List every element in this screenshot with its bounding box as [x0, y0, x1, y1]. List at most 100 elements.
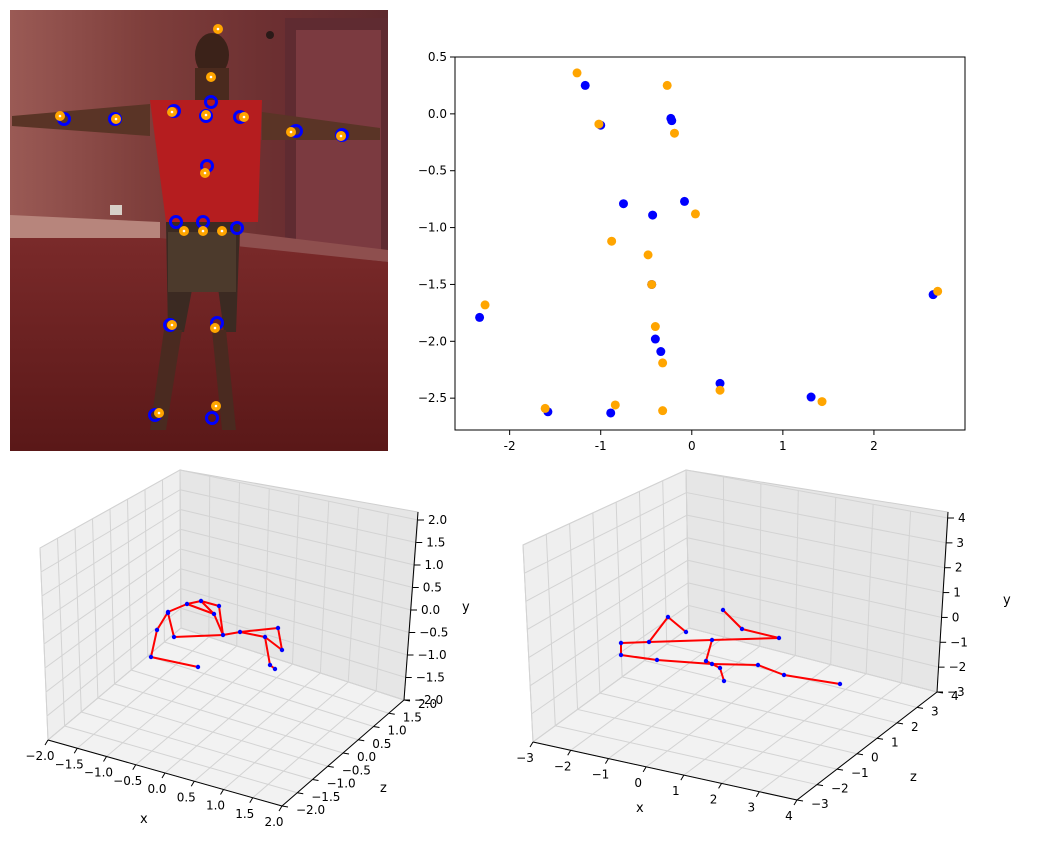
y-tick-label: 0.0	[421, 603, 440, 617]
grid-line	[759, 483, 762, 647]
y-tick-label: −0.5	[419, 626, 448, 640]
blue-point	[650, 334, 660, 344]
y-tick-label: 0.5	[423, 581, 442, 595]
photo-marker-center	[170, 110, 174, 114]
y-tick-label: −1	[950, 635, 968, 649]
bone-segment	[213, 613, 224, 636]
z-tick-label: −1.0	[327, 777, 356, 791]
grid-line	[180, 588, 408, 656]
grid-lines	[522, 469, 949, 801]
joint-marker	[709, 637, 715, 643]
grid-line	[685, 469, 949, 519]
z-axis-label: z	[380, 781, 387, 796]
joint-marker	[739, 626, 745, 632]
grid-line	[683, 664, 832, 776]
z-tick-label: −1.5	[311, 790, 340, 804]
bone-segment	[200, 600, 215, 615]
x-tick-label: 3	[747, 801, 755, 815]
x-tick-mark	[103, 756, 107, 762]
scatter-x-axis: -2 -1 0 1 2	[504, 430, 878, 453]
grid-line	[644, 660, 898, 724]
grid-line	[179, 469, 419, 521]
bone-segment	[156, 611, 169, 631]
y-tick-label: 1.0	[425, 558, 444, 572]
scatter-panel: -2 -1 0 1 2 0.5 0.0 −0.5 −1.0 −1.5 −2.0 −2.5	[418, 50, 966, 453]
joint-marker	[171, 634, 177, 640]
bone-segment	[719, 667, 725, 682]
x-tick-mark	[680, 774, 685, 781]
photo-marker-blue	[230, 221, 244, 235]
bone-segment	[667, 616, 687, 633]
x-tick-label: 0.0	[147, 782, 166, 796]
bone-segment	[656, 659, 713, 665]
photo-marker-blue	[169, 215, 183, 229]
grid-line	[44, 568, 181, 669]
z-tick-label: −0.5	[342, 763, 371, 777]
blue-point	[715, 378, 725, 388]
x-tick-mark	[220, 789, 224, 795]
y-tick-label: −1.0	[418, 648, 447, 662]
grid-line	[47, 627, 182, 741]
joint-marker	[837, 681, 843, 687]
joint-marker	[665, 614, 671, 620]
photo-marker-center	[209, 75, 213, 79]
y-tick-label: 3	[956, 536, 964, 550]
x-axis-label: x	[140, 812, 148, 827]
bone-segment	[277, 627, 283, 651]
joint-marker	[184, 601, 190, 607]
blue-point	[680, 196, 689, 206]
grid-lines	[39, 469, 419, 807]
bone-segment	[711, 663, 759, 666]
photo-marker-center	[170, 323, 174, 327]
grid-line	[528, 559, 688, 658]
x-tick-mark	[190, 780, 195, 787]
z-tick-label: 3	[931, 704, 939, 718]
axis-ticks: −2.0−1.5−1.0−0.50.00.51.01.52.0−2.0−1.5−…	[25, 513, 448, 829]
grid-line	[529, 582, 689, 687]
bone-segment	[648, 639, 713, 643]
z-tick-label: 4	[951, 689, 959, 703]
x-tick-mark	[44, 739, 49, 746]
x-tick-mark	[249, 797, 254, 804]
blue-point	[475, 312, 485, 322]
z-tick-mark	[373, 726, 380, 728]
grid-line	[570, 636, 725, 751]
bone-segment	[722, 609, 743, 630]
orange-point	[690, 209, 700, 219]
grid-line	[180, 627, 405, 701]
z-tick-mark	[312, 779, 319, 781]
orange-point	[669, 128, 679, 138]
bone-segment	[620, 654, 658, 661]
grid-line	[901, 511, 912, 683]
z-tick-mark	[297, 792, 304, 795]
joint-marker	[148, 654, 154, 660]
orange-point	[480, 300, 490, 310]
joint-marker	[683, 629, 689, 635]
bone-segment	[150, 656, 199, 668]
z-tick-label: 0.5	[372, 737, 391, 751]
photo-marker-center	[203, 171, 207, 175]
y-tick-label: −1.0	[418, 221, 447, 235]
bone-segment	[239, 627, 279, 633]
grid-line	[686, 492, 947, 544]
orange-point	[572, 68, 582, 78]
bone-segment	[222, 631, 241, 636]
scatter-plot-area	[454, 56, 966, 431]
y-tick-label: −2.0	[418, 334, 447, 348]
x-axis-label: x	[636, 801, 644, 816]
bone-segment	[186, 603, 215, 615]
grid-line	[794, 490, 799, 656]
blue-point	[806, 392, 816, 402]
photo-marker-blue	[204, 95, 218, 109]
joint-marker	[275, 625, 281, 631]
photo-marker-blue	[205, 411, 219, 425]
y-tick-label: −1.5	[416, 671, 445, 685]
y-tick-label: −1.5	[418, 277, 447, 291]
grid-line	[114, 683, 344, 754]
z-tick-mark	[816, 784, 824, 787]
grid-line	[45, 588, 182, 693]
z-tick-label: 2	[911, 720, 919, 734]
z-tick-mark	[327, 765, 334, 768]
x-tick-mark	[604, 758, 609, 764]
photo-marker-center	[204, 113, 208, 117]
